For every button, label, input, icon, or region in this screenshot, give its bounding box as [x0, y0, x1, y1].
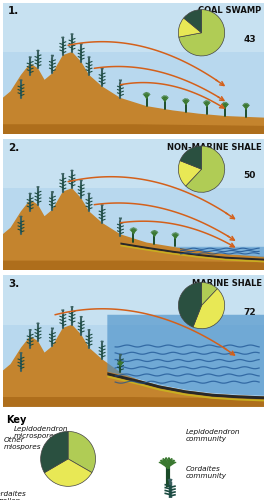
Text: Other
miospores: Other miospores	[4, 438, 41, 450]
Text: Cordaites
pollen: Cordaites pollen	[0, 492, 26, 500]
Text: 1.: 1.	[8, 6, 19, 16]
Text: Lepidodendron
microspores: Lepidodendron microspores	[14, 426, 69, 440]
Polygon shape	[173, 247, 264, 258]
Polygon shape	[120, 242, 264, 260]
Text: 50: 50	[244, 171, 256, 180]
Text: MARINE SHALE: MARINE SHALE	[192, 279, 262, 288]
Text: Lepidodendron
community: Lepidodendron community	[186, 429, 240, 442]
Polygon shape	[3, 2, 264, 134]
Polygon shape	[3, 139, 264, 188]
Polygon shape	[3, 260, 264, 270]
Text: 43: 43	[244, 35, 256, 44]
Text: 72: 72	[244, 308, 256, 316]
Text: Cordaites
community: Cordaites community	[186, 466, 227, 479]
Text: 3.: 3.	[8, 279, 19, 289]
Polygon shape	[107, 372, 264, 400]
Text: 2.: 2.	[8, 143, 19, 153]
Polygon shape	[3, 139, 264, 270]
Polygon shape	[3, 276, 264, 324]
Polygon shape	[107, 376, 264, 402]
Polygon shape	[3, 188, 264, 270]
Text: Key: Key	[7, 416, 27, 426]
Polygon shape	[3, 276, 264, 407]
Text: NON-MARINE SHALE: NON-MARINE SHALE	[167, 143, 262, 152]
Polygon shape	[107, 315, 264, 396]
Polygon shape	[3, 324, 264, 407]
Polygon shape	[3, 397, 264, 407]
Polygon shape	[3, 52, 264, 134]
Polygon shape	[3, 124, 264, 134]
Polygon shape	[3, 2, 264, 52]
Polygon shape	[120, 245, 264, 262]
Text: COAL SWAMP: COAL SWAMP	[198, 6, 262, 16]
